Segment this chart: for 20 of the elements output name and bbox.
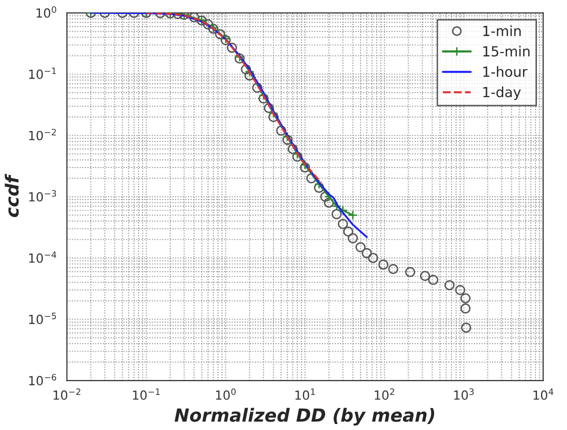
legend-label: 1-day [483,86,521,100]
x-tick-label: 10$^{2}$ [374,388,394,400]
x-tick-label: 10$^{−1}$ [132,388,160,400]
y-tick-label: 10$^{−2}$ [29,128,56,140]
legend-label: 1-hour [483,66,528,77]
x-tick-label: 10$^{3}$ [454,388,474,400]
y-tick-label: 10$^{−1}$ [29,68,56,80]
legend-label: 15-min [483,46,530,57]
x-tick-label: 10$^{−2}$ [54,388,80,400]
y-tick-label: 10$^{−6}$ [29,374,56,386]
legend-label: 1-min [483,25,521,36]
x-axis-title: Normalized DD (by mean) [174,408,434,426]
x-tick-label: 10$^{1}$ [295,388,315,400]
y-tick-label: 10$^{−5}$ [29,312,56,324]
x-tick-label: 10$^{4}$ [534,388,554,400]
y-tick-label: 10$^{0}$ [36,6,56,18]
y-tick-label: 10$^{−4}$ [29,252,56,263]
y-axis-title: ccdf [4,174,19,218]
x-tick-label: 10$^{0}$ [216,388,236,400]
y-tick-label: 10$^{−3}$ [29,190,56,202]
